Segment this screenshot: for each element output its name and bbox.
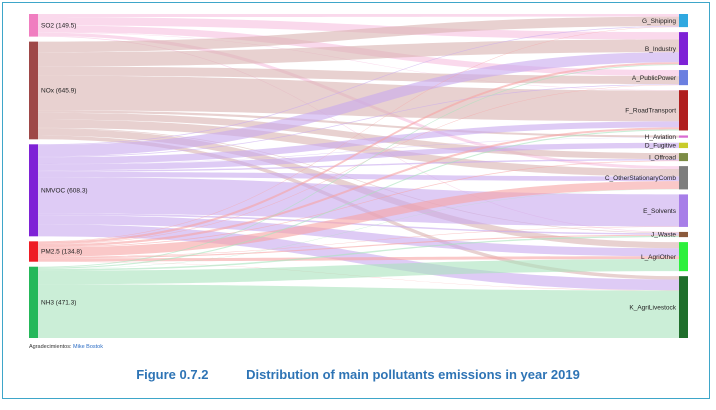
source-label-nmvoc: NMVOC (608.3): [41, 188, 88, 195]
source-label-so2: SO2 (149.5): [41, 23, 76, 30]
target-label-h-aviation: H_Aviation: [645, 134, 677, 141]
target-node-c-otherstationarycomb[interactable]: [679, 166, 688, 190]
flow-pm2-5-to-l-agriother[interactable]: [38, 256, 679, 262]
figure-number: Figure 0.7.2: [136, 367, 209, 382]
target-node-k-agrilivestock[interactable]: [679, 276, 688, 338]
flow-nh3-to-k-agrilivestock[interactable]: [38, 284, 679, 338]
target-label-j-waste: J_Waste: [651, 232, 676, 239]
flow-nmvoc-to-d-fugitive[interactable]: [38, 142, 679, 171]
flow-nox-to-h-aviation[interactable]: [38, 110, 679, 138]
flow-nmvoc-to-i-offroad[interactable]: [38, 159, 679, 172]
target-node-i-offroad[interactable]: [679, 153, 688, 162]
flow-nox-to-i-offroad[interactable]: [38, 112, 679, 160]
flow-pm2-5-to-j-waste[interactable]: [38, 234, 679, 259]
figure-caption: Figure 0.7.2 Distribution of main pollut…: [0, 367, 716, 382]
source-node-nox[interactable]: [29, 41, 38, 140]
sankey-nodes: [29, 14, 688, 338]
acknowledgement-author-link[interactable]: Mike Bostok: [73, 344, 103, 350]
target-node-h-aviation[interactable]: [679, 135, 688, 138]
flow-nmvoc-to-f-roadtransport[interactable]: [38, 121, 679, 164]
target-node-e-solvents[interactable]: [679, 194, 688, 227]
target-node-g-shipping[interactable]: [679, 14, 688, 28]
flow-so2-to-b-industry[interactable]: [38, 17, 679, 40]
flow-pm2-5-to-g-shipping[interactable]: [38, 26, 679, 242]
target-node-d-fugitive[interactable]: [679, 142, 688, 149]
flow-nh3-to-f-roadtransport[interactable]: [38, 129, 679, 269]
target-label-b-industry: B_Industry: [645, 46, 677, 53]
target-node-l-agriother[interactable]: [679, 242, 688, 272]
flow-pm2-5-to-a-publicpower[interactable]: [38, 84, 679, 245]
flow-nox-to-f-roadtransport[interactable]: [38, 75, 679, 122]
source-label-pm2-5: PM2.5 (134.8): [41, 249, 82, 256]
flow-nmvoc-to-h-aviation[interactable]: [38, 137, 679, 165]
flow-pm2-5-to-e-solvents[interactable]: [38, 226, 679, 258]
flow-nox-to-j-waste[interactable]: [38, 127, 679, 234]
source-label-nox: NOx (645.9): [41, 88, 76, 95]
target-label-a-publicpower: A_PublicPower: [632, 75, 677, 82]
flow-nh3-to-c-otherstationarycomb[interactable]: [38, 189, 679, 270]
source-node-nh3[interactable]: [29, 266, 38, 338]
source-label-nh3: NH3 (471.3): [41, 300, 76, 307]
target-node-j-waste[interactable]: [679, 231, 688, 238]
target-label-e-solvents: E_Solvents: [643, 208, 677, 215]
flow-nox-to-c-otherstationarycomb[interactable]: [38, 119, 679, 177]
target-label-l-agriother: L_AgriOther: [641, 254, 677, 261]
sankey-labels: SO2 (149.5) NOx (645.9) NMVOC (608.3) PM2.5…: [41, 18, 677, 312]
flow-nox-to-g-shipping[interactable]: [38, 16, 679, 53]
target-label-c-otherstationarycomb: C_OtherStationaryComb: [605, 175, 677, 182]
flow-nh3-to-j-waste[interactable]: [38, 235, 679, 271]
flow-nox-to-a-publicpower[interactable]: [38, 66, 679, 85]
acknowledgement-label: Agradecimientos:: [29, 344, 72, 350]
acknowledgement: Agradecimientos: Mike Bostok: [29, 344, 103, 350]
figure-caption-text: Distribution of main pollutants emission…: [246, 367, 580, 382]
flow-so2-to-f-roadtransport[interactable]: [38, 32, 679, 91]
sankey-links: [38, 14, 679, 338]
flow-so2-to-g-shipping[interactable]: [38, 14, 679, 18]
flow-nmvoc-to-e-solvents[interactable]: [38, 177, 679, 227]
target-label-f-roadtransport: F_RoadTransport: [625, 108, 676, 115]
flow-nmvoc-to-j-waste[interactable]: [38, 213, 679, 235]
source-node-so2[interactable]: [29, 14, 38, 37]
source-node-pm2-5[interactable]: [29, 241, 38, 262]
flow-nmvoc-to-c-otherstationarycomb[interactable]: [38, 171, 679, 182]
target-node-f-roadtransport[interactable]: [679, 90, 688, 131]
target-label-g-shipping: G_Shipping: [642, 18, 676, 25]
flow-nox-to-b-industry[interactable]: [38, 39, 679, 67]
flow-pm2-5-to-b-industry[interactable]: [38, 62, 679, 245]
flow-nmvoc-to-g-shipping[interactable]: [38, 26, 679, 146]
flow-nh3-to-l-agriother[interactable]: [38, 259, 679, 285]
flow-pm2-5-to-c-otherstationarycomb[interactable]: [38, 181, 679, 257]
target-node-a-publicpower[interactable]: [679, 70, 688, 86]
target-label-i-offroad: I_Offroad: [649, 154, 676, 161]
flow-nmvoc-to-l-agriother[interactable]: [38, 215, 679, 257]
flow-nmvoc-to-b-industry[interactable]: [38, 52, 679, 157]
flow-pm2-5-to-i-offroad[interactable]: [38, 160, 679, 248]
flow-nmvoc-to-a-publicpower[interactable]: [38, 84, 679, 158]
flow-pm2-5-to-f-roadtransport[interactable]: [38, 127, 679, 247]
target-node-b-industry[interactable]: [679, 32, 688, 66]
target-label-k-agrilivestock: K_AgriLivestock: [629, 304, 676, 311]
flow-nh3-to-b-industry[interactable]: [38, 64, 679, 268]
target-label-d-fugitive: D_Fugitive: [645, 143, 676, 150]
source-node-nmvoc[interactable]: [29, 144, 38, 237]
